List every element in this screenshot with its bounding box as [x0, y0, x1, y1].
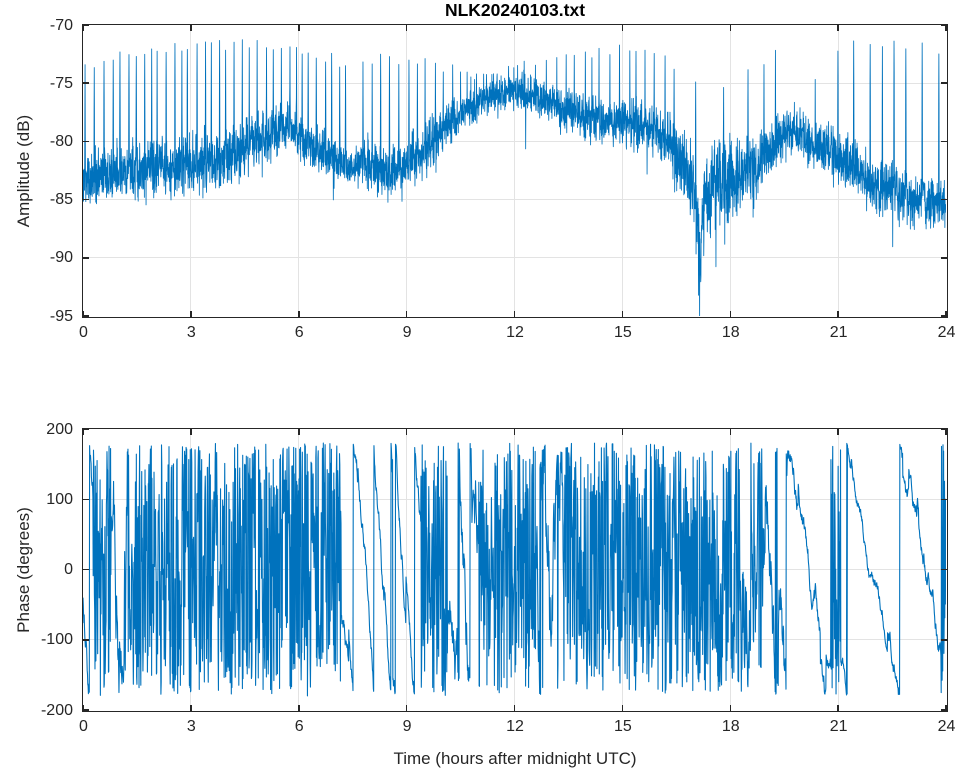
y-tick-mark [83, 429, 89, 430]
x-tick-mark [621, 25, 624, 31]
x-tick-mark [298, 705, 300, 711]
x-tick-mark [945, 25, 947, 31]
amplitude-plot-area [83, 25, 947, 317]
y-tick-mark [83, 25, 89, 26]
x-tick-mark [729, 429, 731, 435]
y-tick-mark [941, 25, 947, 26]
y-tick-mark [83, 82, 89, 84]
x-tick-label: 24 [937, 718, 956, 735]
x-tick-mark [190, 705, 192, 711]
x-tick-label: 24 [937, 324, 956, 341]
y-tick-mark [941, 639, 947, 641]
x-tick-label: 9 [402, 324, 412, 341]
x-tick-mark [190, 429, 192, 435]
amplitude-series-canvas [83, 25, 946, 316]
y-tick-label: -90 [49, 249, 73, 267]
y-tick-label: -80 [49, 132, 73, 150]
x-tick-label: 12 [506, 324, 524, 341]
y-tick-mark [941, 315, 947, 317]
y-tick-label: -75 [49, 74, 73, 92]
x-tick-mark [729, 311, 731, 317]
x-tick-mark [513, 25, 516, 31]
phase-plot [82, 428, 948, 712]
y-tick-mark [83, 498, 89, 500]
x-tick-mark [837, 311, 839, 317]
x-tick-label: 0 [79, 718, 88, 735]
y-tick-label: 0 [64, 561, 73, 578]
y-tick-mark [941, 568, 947, 571]
y-tick-mark [83, 709, 89, 711]
x-tick-label: 15 [613, 718, 632, 735]
x-tick-label: 3 [186, 718, 196, 735]
y-tick-label: -200 [40, 701, 73, 719]
x-tick-mark [621, 311, 624, 317]
x-tick-mark [298, 25, 300, 31]
y-tick-mark [83, 568, 89, 571]
x-tick-mark [83, 705, 84, 711]
x-axis-label: Time (hours after midnight UTC) [393, 749, 637, 768]
figure-title: NLK20240103.txt [444, 0, 586, 20]
y-tick-label: -85 [49, 191, 73, 209]
phase-series-canvas [83, 429, 946, 710]
x-tick-label: 9 [402, 718, 412, 735]
phase-plot-area [83, 429, 947, 711]
amplitude-plot [82, 24, 948, 318]
x-tick-label: 18 [721, 718, 740, 735]
x-tick-label: 0 [79, 324, 88, 341]
y-tick-label: -70 [49, 16, 73, 34]
x-tick-mark [729, 25, 731, 31]
x-tick-mark [405, 429, 408, 435]
y-tick-label: 100 [46, 490, 73, 508]
y-tick-mark [941, 257, 947, 259]
x-tick-mark [83, 311, 84, 317]
x-tick-mark [190, 25, 192, 31]
x-tick-mark [405, 705, 408, 711]
x-tick-mark [837, 429, 839, 435]
x-tick-label: 12 [506, 718, 524, 735]
y-tick-mark [83, 140, 89, 143]
x-tick-mark [621, 429, 624, 435]
y-tick-label: 200 [46, 420, 73, 438]
x-tick-mark [513, 311, 516, 317]
x-tick-mark [298, 311, 300, 317]
y-tick-label: -95 [49, 307, 73, 325]
x-tick-mark [729, 705, 731, 711]
y-tick-label: -100 [40, 631, 73, 649]
y-tick-mark [941, 498, 947, 500]
x-tick-mark [405, 25, 408, 31]
y-tick-mark [83, 639, 89, 641]
y-tick-mark [83, 198, 89, 201]
x-tick-mark [83, 25, 84, 31]
x-tick-mark [83, 429, 84, 435]
x-tick-mark [837, 705, 839, 711]
x-tick-mark [945, 705, 947, 711]
x-tick-mark [945, 311, 947, 317]
y-tick-mark [941, 82, 947, 84]
x-tick-label: 21 [829, 718, 848, 735]
x-tick-label: 6 [294, 324, 304, 341]
y-tick-mark [941, 140, 947, 143]
y-tick-mark [83, 257, 89, 259]
x-tick-label: 18 [721, 324, 740, 341]
amplitude-y-axis-label: Amplitude (dB) [14, 114, 33, 228]
x-tick-mark [837, 25, 839, 31]
y-tick-mark [941, 709, 947, 711]
y-tick-mark [941, 198, 947, 201]
x-tick-label: 15 [613, 324, 632, 341]
y-tick-mark [83, 315, 89, 317]
y-tick-mark [941, 429, 947, 430]
x-tick-mark [405, 311, 408, 317]
x-tick-mark [513, 705, 516, 711]
x-tick-label: 3 [186, 324, 196, 341]
x-tick-mark [945, 429, 947, 435]
x-tick-mark [621, 705, 624, 711]
x-tick-mark [513, 429, 516, 435]
x-tick-label: 6 [294, 718, 304, 735]
x-tick-mark [298, 429, 300, 435]
x-tick-mark [190, 311, 192, 317]
x-tick-label: 21 [829, 324, 848, 341]
